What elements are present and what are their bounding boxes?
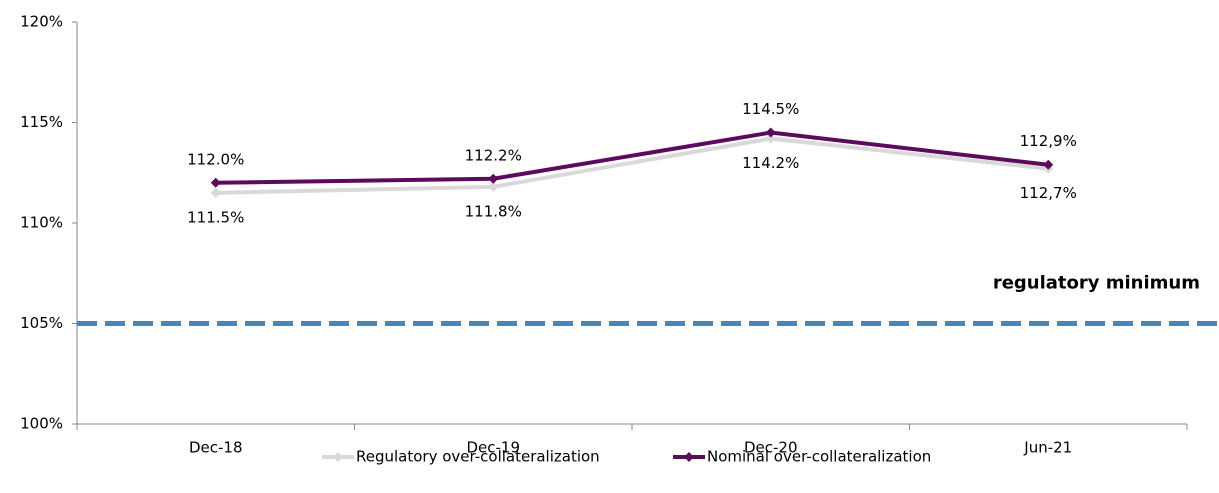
x-tick-label: Dec-20 xyxy=(744,439,798,457)
legend-marker xyxy=(333,452,343,462)
series-line xyxy=(215,136,1049,195)
value-label: 112,7% xyxy=(1020,184,1077,202)
value-label: 112,9% xyxy=(1020,132,1077,150)
value-label: 114.5% xyxy=(742,100,799,118)
legend-label: Regulatory over-collateralization xyxy=(356,448,600,466)
y-tick-label: 105% xyxy=(20,314,63,332)
value-label: 112.0% xyxy=(187,150,244,168)
point xyxy=(210,177,221,188)
y-tick-label: 110% xyxy=(20,214,63,232)
series-line xyxy=(215,130,1049,185)
point xyxy=(488,181,499,192)
legend-marker xyxy=(684,452,694,462)
value-label: 112.2% xyxy=(465,146,522,164)
point xyxy=(765,133,776,144)
point xyxy=(765,127,776,138)
x-tick-label: Dec-19 xyxy=(466,439,520,457)
value-label: 111.5% xyxy=(187,208,244,226)
x-tick-label: Jun-21 xyxy=(1023,439,1072,457)
y-tick-label: 115% xyxy=(20,113,63,131)
x-tick-label: Dec-18 xyxy=(189,439,243,457)
point xyxy=(210,187,221,198)
legend-label: Nominal over-collateralization xyxy=(707,448,931,466)
y-tick-label: 100% xyxy=(20,415,63,433)
point xyxy=(1043,159,1054,170)
value-label: 111.8% xyxy=(465,202,522,220)
value-label: 114.2% xyxy=(742,154,799,172)
point xyxy=(488,173,499,184)
y-tick-label: 120% xyxy=(20,13,63,31)
reference-label: regulatory minimum xyxy=(993,273,1200,294)
